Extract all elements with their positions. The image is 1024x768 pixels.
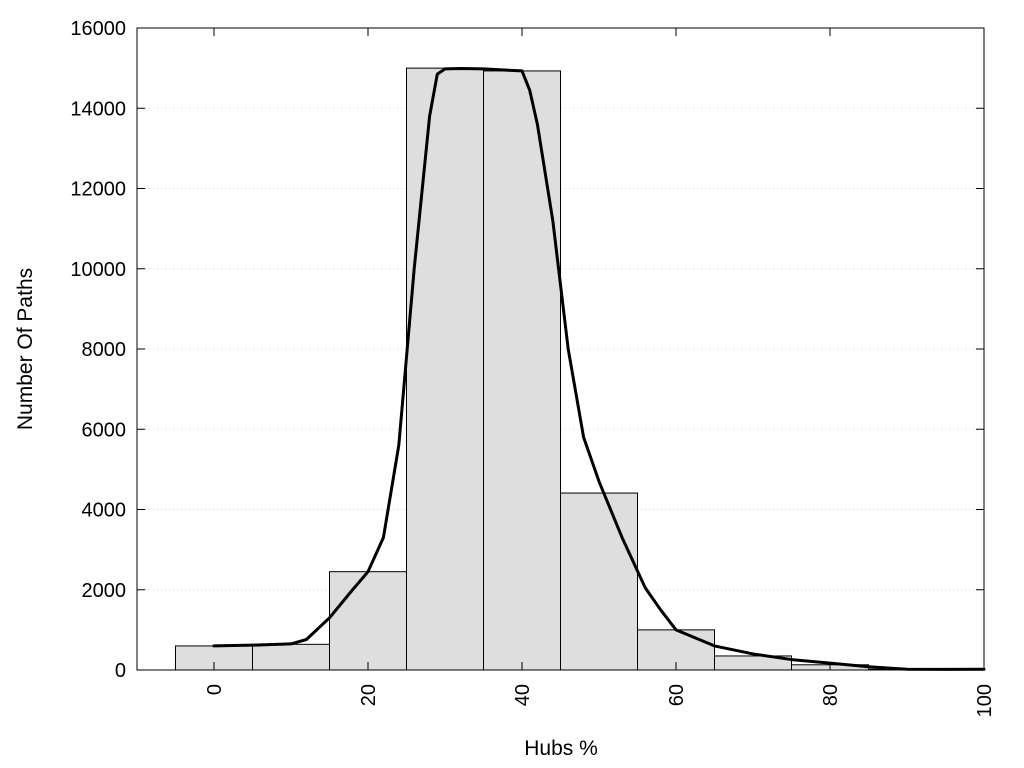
bar-5 xyxy=(560,492,638,671)
x-tick-label-2: 40 xyxy=(512,684,534,706)
bars xyxy=(175,67,946,671)
y-tick-label-3: 6000 xyxy=(82,419,127,441)
axis-ticks xyxy=(137,27,985,671)
x-tick-label-1: 20 xyxy=(358,684,380,706)
y-tick-labels: 0 2000 4000 6000 8000 10000 12000 14000 16000 xyxy=(70,18,126,682)
fit-curve xyxy=(212,67,986,671)
y-tick-label-2: 4000 xyxy=(82,500,127,522)
y-tick-label-4: 8000 xyxy=(82,339,127,361)
x-tick-label-5: 100 xyxy=(974,684,996,717)
y-tick-label-7: 14000 xyxy=(70,98,126,120)
y-axis-label: Number Of Paths xyxy=(14,268,37,430)
y-tick-label-5: 10000 xyxy=(70,259,126,281)
bar-2 xyxy=(329,571,407,671)
x-tick-labels: 0 20 40 60 80 100 xyxy=(204,684,996,717)
bar-1 xyxy=(252,643,330,671)
x-axis-label: Hubs % xyxy=(524,737,598,760)
y-tick-label-0: 0 xyxy=(115,660,126,682)
x-tick-label-0: 0 xyxy=(204,684,226,695)
fit-curve-line xyxy=(212,67,986,671)
x-tick-label-3: 60 xyxy=(666,684,688,706)
y-tick-label-6: 12000 xyxy=(70,179,126,201)
y-tick-label-1: 2000 xyxy=(82,580,127,602)
x-tick-label-4: 80 xyxy=(820,684,842,706)
bar-4 xyxy=(483,70,561,671)
bar-3 xyxy=(406,67,484,671)
y-tick-label-8: 16000 xyxy=(70,18,126,40)
